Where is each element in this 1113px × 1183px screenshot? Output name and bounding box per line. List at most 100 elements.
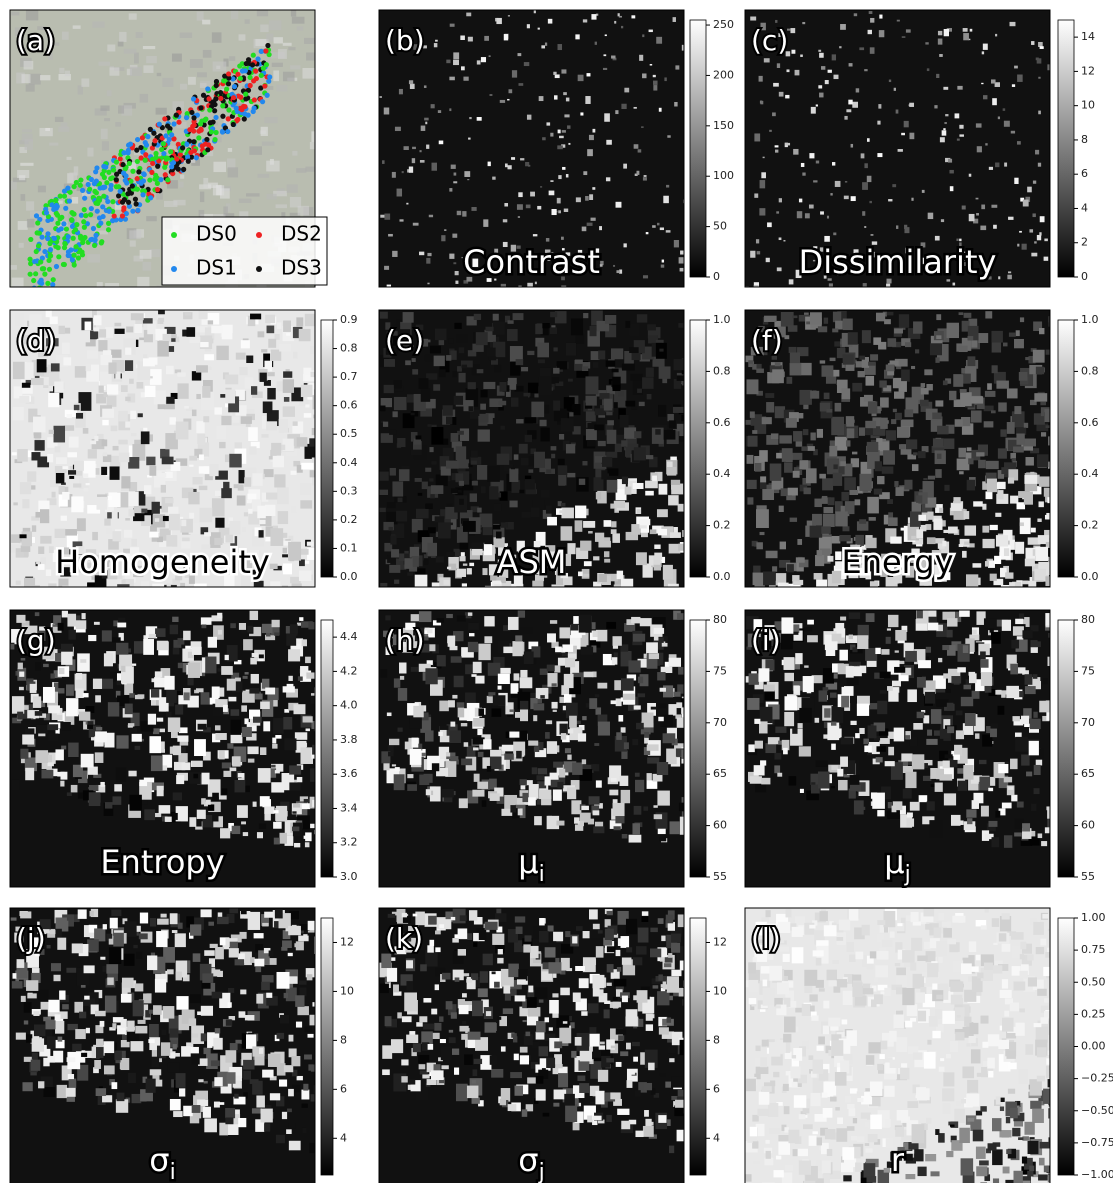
map-texture (143, 262, 152, 271)
site-dot (150, 161, 155, 166)
texture (640, 519, 651, 525)
texture (646, 232, 649, 234)
texture (274, 632, 279, 635)
texture (107, 384, 118, 394)
map-texture (288, 47, 295, 50)
texture (242, 727, 252, 737)
texture (886, 284, 890, 289)
texture (964, 542, 969, 545)
site-dot (95, 209, 100, 214)
texture (478, 644, 490, 661)
texture (991, 331, 1002, 343)
texture (971, 396, 983, 403)
site-dot (147, 177, 152, 182)
texture (594, 425, 604, 431)
texture (462, 211, 466, 217)
texture (448, 636, 456, 647)
texture (302, 639, 307, 646)
map-texture (55, 117, 63, 122)
texture (580, 112, 583, 115)
texture (41, 770, 53, 779)
texture (95, 695, 101, 702)
texture (964, 313, 972, 318)
map-texture (262, 142, 275, 146)
map-texture (18, 221, 28, 230)
map-texture (291, 10, 296, 16)
texture (284, 738, 296, 750)
texture (625, 487, 632, 495)
texture (652, 225, 656, 228)
texture (451, 165, 456, 169)
map-texture (140, 250, 152, 259)
texture (54, 381, 63, 392)
texture (558, 459, 565, 465)
texture (436, 475, 448, 487)
texture (939, 54, 943, 57)
map-texture (119, 32, 126, 42)
texture (962, 551, 967, 558)
texture (252, 473, 262, 486)
texture (509, 501, 517, 508)
texture (188, 492, 199, 504)
texture (88, 449, 97, 458)
texture (904, 227, 909, 233)
texture (852, 383, 862, 392)
panel-title: ASM (497, 543, 567, 581)
texture (887, 499, 893, 504)
texture (500, 668, 511, 674)
texture (144, 485, 151, 494)
texture (136, 382, 143, 389)
site-dot (143, 158, 148, 163)
texture (625, 321, 630, 328)
colorbar (321, 320, 333, 577)
texture (468, 623, 479, 630)
texture (895, 413, 902, 420)
texture (921, 388, 929, 394)
texture (178, 383, 189, 398)
colorbar-tick-label: 50 (713, 220, 727, 233)
site-dot (93, 169, 98, 174)
site-dot (97, 215, 102, 220)
colorbar-tick-label: 0.9 (340, 313, 358, 326)
texture (418, 493, 422, 496)
texture (272, 744, 277, 749)
texture (898, 149, 903, 152)
texture (765, 743, 776, 753)
texture (947, 323, 959, 338)
texture (572, 762, 582, 774)
texture (65, 328, 70, 334)
texture (554, 95, 558, 99)
texture (659, 484, 668, 495)
colorbar-tick-label: 0.0 (713, 570, 731, 583)
texture (846, 109, 851, 112)
site-dot (264, 62, 269, 67)
texture (399, 89, 403, 94)
texture (994, 556, 1001, 564)
texture (920, 400, 929, 407)
texture (613, 803, 625, 816)
texture (565, 748, 571, 753)
texture (119, 453, 129, 463)
map-texture (118, 42, 124, 47)
map-texture (315, 285, 321, 292)
texture (982, 51, 984, 54)
texture (185, 312, 191, 315)
texture (992, 342, 1001, 353)
texture (932, 413, 941, 420)
texture (1004, 163, 1007, 167)
colorbar-tick-label: 100 (713, 169, 734, 182)
site-dot (107, 209, 112, 214)
texture (274, 838, 280, 845)
map-texture (12, 278, 24, 287)
site-dot (161, 151, 166, 156)
texture (845, 364, 854, 371)
texture (938, 31, 942, 35)
texture (446, 60, 450, 64)
texture (546, 122, 550, 125)
texture (60, 781, 64, 787)
texture (969, 174, 972, 177)
colorbar-tick-label: 0.0 (340, 570, 358, 583)
texture (499, 401, 507, 405)
texture (303, 368, 311, 375)
texture (789, 279, 794, 284)
